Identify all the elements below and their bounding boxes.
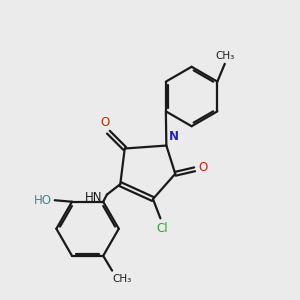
Text: HN: HN (85, 191, 102, 204)
Text: N: N (169, 130, 179, 142)
Text: CH₃: CH₃ (113, 274, 132, 284)
Text: HO: HO (34, 194, 52, 207)
Text: CH₃: CH₃ (215, 51, 234, 62)
Text: O: O (199, 161, 208, 174)
Text: Cl: Cl (156, 222, 168, 235)
Text: O: O (100, 116, 110, 129)
